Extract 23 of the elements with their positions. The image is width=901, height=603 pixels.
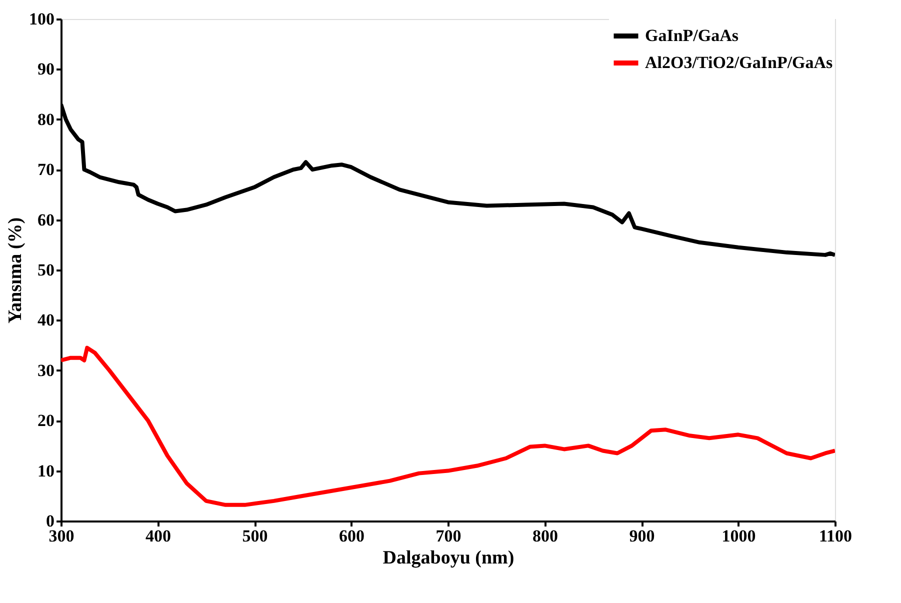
y-tick-label: 90 [38, 60, 54, 79]
x-tick-label: 400 [146, 526, 171, 546]
x-tick-label: 1000 [722, 526, 756, 546]
y-axis-title: Yansıma (%) [5, 217, 26, 324]
y-tick-label: 40 [38, 310, 54, 330]
legend-label: GaInP/GaAs [645, 26, 739, 45]
x-tick-label: 800 [532, 526, 558, 546]
x-tick-label: 900 [629, 526, 655, 546]
x-tick-label: 600 [339, 526, 364, 546]
y-tick-label: 60 [38, 210, 54, 230]
y-tick-label: 80 [38, 110, 54, 129]
x-tick-label: 700 [436, 526, 462, 546]
x-tick-label: 1100 [818, 526, 852, 546]
y-tick-label: 30 [38, 360, 54, 380]
legend-label: Al2O3/TiO2/GaInP/GaAs [645, 53, 834, 72]
y-tick-label: 20 [38, 411, 54, 430]
x-tick-label: 500 [242, 526, 268, 546]
line-series [61, 346, 835, 507]
y-tick-label: 50 [38, 260, 54, 280]
y-tick-label: 10 [38, 461, 54, 480]
x-axis-title: Dalgaboyu (nm) [382, 548, 514, 568]
y-tick-label: 70 [38, 160, 54, 180]
y-tick-label: 100 [29, 10, 54, 28]
